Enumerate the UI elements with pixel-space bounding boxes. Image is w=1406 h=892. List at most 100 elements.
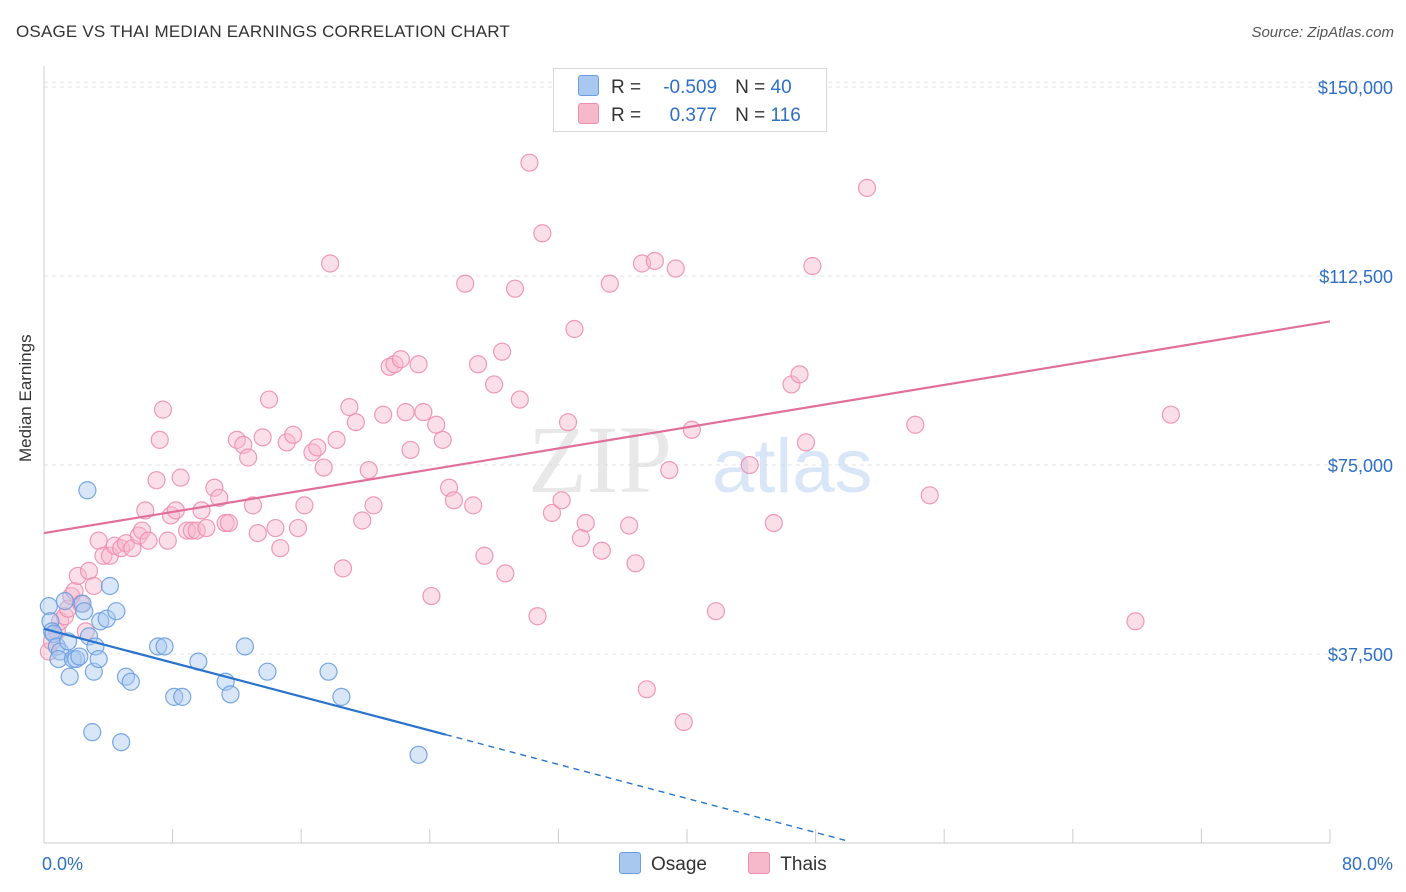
thai-point	[409, 355, 428, 374]
thai-point	[565, 319, 584, 339]
series-label-thai: Thais	[780, 854, 827, 875]
data-points	[39, 153, 1180, 764]
trend-lines	[43, 320, 1331, 842]
series-legend: Osage Thais	[619, 852, 863, 876]
legend-r-label: R =	[611, 77, 642, 98]
thai-point	[89, 531, 108, 550]
thai-point	[1126, 612, 1145, 631]
osage-point	[258, 662, 277, 681]
thai-point	[620, 516, 639, 535]
thai-point	[803, 256, 822, 276]
thai-point	[422, 586, 441, 606]
thai-point	[660, 460, 679, 480]
thai-point	[94, 546, 113, 565]
y-tick-label: $37,500	[1328, 645, 1393, 665]
osage-point	[60, 667, 79, 686]
watermark-zip: ZIP	[528, 406, 672, 513]
osage-point	[116, 667, 136, 686]
thai-point	[171, 468, 190, 487]
thai-point	[248, 523, 267, 543]
thai-point	[205, 478, 224, 497]
source-credit: Source: ZipAtlas.com	[1251, 24, 1394, 41]
thai-point	[796, 433, 816, 452]
legend-n-value: 40	[770, 77, 792, 98]
thai-point	[444, 491, 464, 510]
thai-point	[333, 559, 353, 578]
thai-point	[182, 521, 201, 540]
thai-point	[520, 153, 539, 172]
watermark: ZIP atlas	[528, 406, 873, 513]
thai-point	[132, 521, 152, 540]
legend-swatch-thai	[578, 103, 599, 124]
thai-point	[505, 279, 525, 298]
osage-point	[73, 594, 92, 613]
thai-point	[197, 518, 216, 538]
thai-point	[129, 526, 148, 545]
thai-point	[353, 511, 372, 530]
osage-point	[100, 576, 120, 596]
osage-trend-line-extension	[445, 733, 848, 842]
thai-point	[414, 403, 433, 422]
osage-point	[67, 649, 86, 669]
thai-point	[666, 259, 685, 278]
thai-point	[147, 471, 166, 490]
thai-point	[510, 390, 529, 409]
thai-point	[346, 413, 365, 432]
thai-point	[243, 496, 263, 515]
thai-point	[288, 518, 308, 538]
osage-point	[78, 481, 97, 500]
series-swatch-thai	[748, 852, 771, 874]
thai-point	[674, 712, 693, 732]
thai-point	[396, 403, 415, 422]
thai-point	[359, 460, 378, 480]
thai-point	[920, 486, 939, 505]
osage-point	[155, 637, 174, 656]
thai-point	[542, 503, 562, 523]
legend-n-label: N =	[735, 105, 766, 126]
thai-point	[314, 458, 333, 477]
thai-point	[645, 251, 664, 271]
osage-point	[235, 637, 255, 656]
osage-point	[70, 647, 89, 666]
y-tick-label: $112,500	[1319, 267, 1393, 287]
thai-point	[271, 539, 290, 558]
thai-point	[239, 448, 258, 467]
thai-point	[303, 443, 322, 462]
thai-point	[308, 438, 327, 457]
thai-point	[192, 501, 211, 520]
thai-point	[295, 496, 314, 515]
osage-point	[319, 662, 338, 681]
thai-point	[571, 529, 591, 548]
legend-swatch-osage	[578, 75, 599, 96]
osage-point	[107, 602, 126, 621]
thai-point	[496, 564, 515, 583]
thai-point	[552, 491, 571, 510]
thai-point	[321, 254, 340, 273]
legend-r-value: -0.509	[663, 77, 718, 98]
series-label-osage: Osage	[651, 854, 707, 875]
correlation-legend: R = -0.509 N = 40 R = 0.377 N = 116	[553, 68, 827, 132]
thai-point	[139, 531, 158, 550]
osage-point	[112, 733, 131, 752]
thai-point	[210, 488, 229, 507]
axes	[43, 66, 1331, 844]
thai-point	[219, 513, 238, 533]
thai-point	[528, 607, 547, 626]
osage-point	[89, 649, 108, 669]
thai-point	[84, 576, 103, 596]
watermark-atlas: atlas	[712, 424, 873, 509]
y-tick-label: $75,000	[1328, 456, 1393, 476]
y-axis-label: Median Earnings	[16, 334, 35, 462]
osage-point	[83, 723, 102, 742]
series-legend-thai: Thais	[748, 852, 827, 876]
thai-point	[177, 521, 197, 540]
thai-point	[576, 513, 595, 533]
osage-point	[173, 687, 192, 706]
legend-r-value: 0.377	[669, 105, 718, 126]
thai-point	[364, 496, 383, 515]
legend-row-thai: R = 0.377 N = 116	[578, 103, 801, 127]
legend-row-osage: R = -0.509 N = 40	[578, 75, 792, 99]
osage-point	[39, 597, 58, 616]
thai-point	[706, 602, 726, 621]
